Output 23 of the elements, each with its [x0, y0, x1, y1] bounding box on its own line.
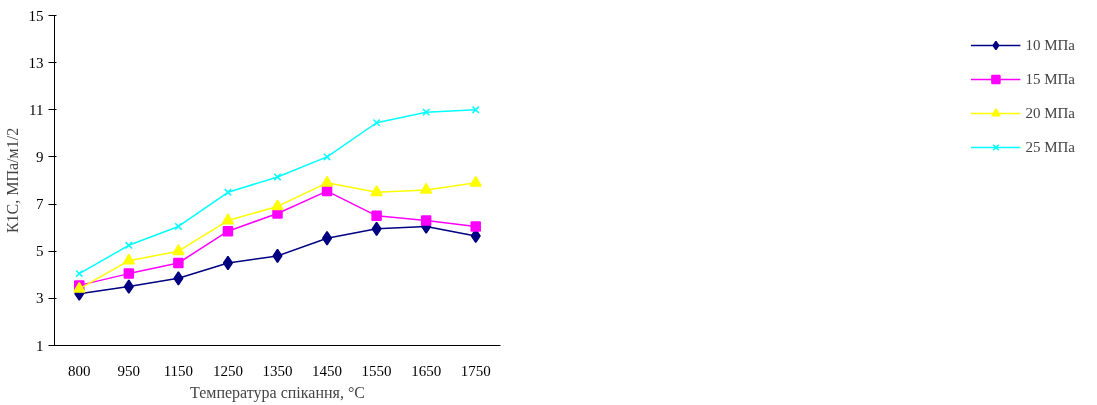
x-tick-label: 1150: [163, 362, 194, 379]
y-tick-label: 3: [36, 290, 44, 307]
x-tick-label: 1350: [262, 362, 293, 379]
x-tick-label: 1650: [411, 362, 442, 379]
legend-label: 10 МПа: [1025, 36, 1075, 54]
x-tick-label: 800: [68, 362, 91, 379]
y-tick-label: 9: [36, 148, 44, 165]
y-tick-label: 7: [36, 196, 44, 213]
x-tick-label: 1250: [212, 362, 243, 379]
legend-label: 15 МПа: [1025, 70, 1075, 88]
y-tick-label: 13: [28, 54, 44, 71]
x-axis-title: Температура спікання, °С: [190, 383, 365, 402]
y-tick-label: 1: [36, 337, 44, 354]
legend-label: 25 МПа: [1025, 138, 1075, 156]
y-tick-label: 5: [36, 243, 44, 260]
y-tick-label: 11: [29, 101, 44, 118]
x-tick-label: 950: [117, 362, 141, 379]
x-tick-label: 1750: [460, 362, 491, 379]
x-tick-label: 1550: [361, 362, 392, 379]
x-tick-label: 1450: [312, 362, 343, 379]
y-axis-title: К1С, МПа/м1/2: [3, 127, 21, 234]
y-tick-label: 15: [28, 7, 44, 24]
legend-label: 20 МПа: [1025, 104, 1075, 122]
